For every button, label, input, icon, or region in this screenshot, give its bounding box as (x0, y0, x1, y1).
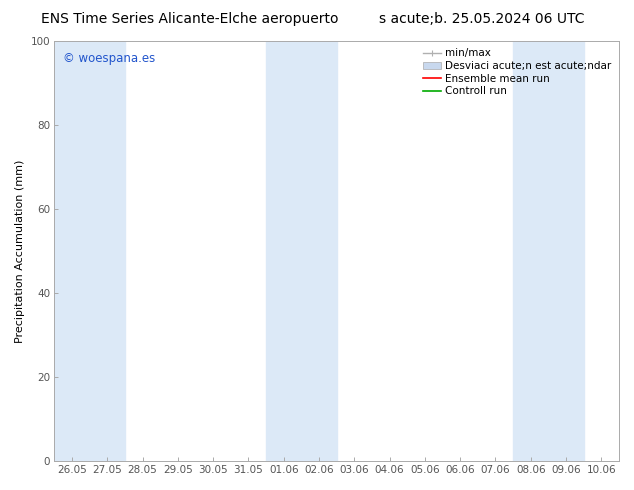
Bar (266, 41, 301, 461)
Y-axis label: Precipitation Accumulation (mm): Precipitation Accumulation (mm) (15, 159, 25, 343)
Bar (548, 41, 584, 461)
Bar (513, 41, 548, 461)
Text: s acute;b. 25.05.2024 06 UTC: s acute;b. 25.05.2024 06 UTC (379, 12, 585, 26)
Text: ENS Time Series Alicante-Elche aeropuerto: ENS Time Series Alicante-Elche aeropuert… (41, 12, 339, 26)
Bar (55, 41, 89, 461)
Bar (89, 41, 125, 461)
Legend: min/max, Desviaci acute;n est acute;ndar, Ensemble mean run, Controll run: min/max, Desviaci acute;n est acute;ndar… (420, 46, 614, 98)
Text: © woespana.es: © woespana.es (63, 51, 155, 65)
Bar (301, 41, 337, 461)
